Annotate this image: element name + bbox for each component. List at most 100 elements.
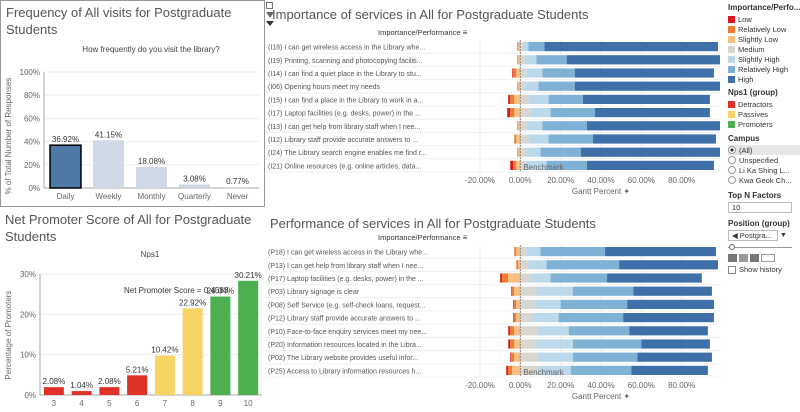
gantt-segment[interactable] (520, 160, 527, 170)
gantt-segment[interactable] (542, 68, 575, 78)
gantt-segment[interactable] (520, 260, 529, 270)
gantt-segment[interactable] (580, 147, 720, 157)
gantt-segment[interactable] (538, 352, 573, 362)
gantt-segment[interactable] (568, 326, 630, 336)
gantt-segment[interactable] (586, 121, 720, 131)
gantt-segment[interactable] (594, 108, 710, 118)
gantt-segment[interactable] (572, 352, 638, 362)
gantt-segment[interactable] (546, 260, 620, 270)
nps-legend-item[interactable]: Passives (728, 109, 800, 119)
bar[interactable] (127, 375, 148, 395)
play-forward-icon[interactable] (750, 254, 759, 262)
gantt-segment[interactable] (516, 68, 521, 78)
bar[interactable] (93, 140, 124, 188)
gantt-segment[interactable] (538, 365, 571, 375)
gantt-segment[interactable] (520, 326, 539, 336)
gantt-segment[interactable] (540, 147, 581, 157)
gantt-segment[interactable] (546, 160, 587, 170)
gantt-segment[interactable] (508, 339, 511, 349)
gantt-segment[interactable] (520, 81, 525, 91)
importance-legend-item[interactable]: Slightly High (728, 54, 800, 64)
gantt-segment[interactable] (520, 68, 527, 78)
gantt-segment[interactable] (607, 273, 702, 283)
nps-legend-item[interactable]: Detractors (728, 99, 800, 109)
gantt-segment[interactable] (508, 94, 511, 104)
bar[interactable] (154, 355, 175, 395)
gantt-segment[interactable] (548, 134, 593, 144)
bar[interactable] (210, 296, 231, 395)
gantt-segment[interactable] (586, 160, 714, 170)
gantt-segment[interactable] (526, 121, 543, 131)
gantt-segment[interactable] (619, 260, 718, 270)
bar[interactable] (43, 387, 64, 395)
gantt-segment[interactable] (511, 352, 515, 362)
gantt-segment[interactable] (514, 94, 521, 104)
gantt-segment[interactable] (524, 55, 537, 65)
gantt-segment[interactable] (520, 299, 535, 309)
gantt-segment[interactable] (605, 247, 716, 257)
gantt-segment[interactable] (507, 108, 511, 118)
gantt-segment[interactable] (512, 68, 514, 78)
gantt-segment[interactable] (514, 339, 521, 349)
gantt-segment[interactable] (517, 147, 519, 157)
importance-legend-item[interactable]: Relatively Low (728, 24, 800, 34)
gantt-segment[interactable] (508, 273, 521, 283)
gantt-segment[interactable] (512, 365, 521, 375)
gantt-segment[interactable] (518, 147, 521, 157)
gantt-segment[interactable] (514, 286, 521, 296)
gantt-segment[interactable] (513, 299, 515, 309)
gantt-segment[interactable] (516, 247, 521, 257)
gantt-segment[interactable] (526, 160, 547, 170)
gantt-segment[interactable] (520, 365, 539, 375)
play-back-icon[interactable] (728, 254, 737, 262)
gantt-segment[interactable] (627, 299, 714, 309)
gantt-segment[interactable] (516, 160, 521, 170)
gantt-segment[interactable] (511, 286, 513, 296)
position-slider[interactable] (728, 244, 792, 252)
gantt-segment[interactable] (544, 42, 718, 52)
show-history-checkbox[interactable] (728, 265, 736, 274)
gantt-segment[interactable] (520, 247, 527, 257)
gantt-segment[interactable] (514, 108, 521, 118)
gantt-segment[interactable] (528, 94, 549, 104)
campus-option[interactable]: Kwa Geok Ch... (728, 175, 800, 185)
position-select[interactable]: ◀ Postgra... (728, 230, 778, 241)
gantt-segment[interactable] (540, 247, 606, 257)
bar[interactable] (182, 308, 203, 395)
gantt-segment[interactable] (514, 352, 521, 362)
gantt-segment[interactable] (516, 260, 519, 270)
gantt-segment[interactable] (520, 108, 531, 118)
gantt-segment[interactable] (550, 108, 595, 118)
gantt-segment[interactable] (516, 313, 521, 323)
gantt-segment[interactable] (517, 42, 519, 52)
sort-icon[interactable]: ≡ (462, 28, 468, 37)
gantt-segment[interactable] (502, 273, 509, 283)
gantt-segment[interactable] (520, 339, 537, 349)
gantt-segment[interactable] (510, 326, 515, 336)
gantt-segment[interactable] (572, 339, 642, 349)
gantt-segment[interactable] (522, 42, 529, 52)
gantt-segment[interactable] (518, 55, 521, 65)
gantt-segment[interactable] (633, 286, 712, 296)
popout-icon[interactable] (266, 2, 273, 9)
gantt-segment[interactable] (530, 273, 551, 283)
gantt-segment[interactable] (510, 108, 515, 118)
gantt-segment[interactable] (592, 134, 716, 144)
gantt-segment[interactable] (510, 352, 512, 362)
sort-icon[interactable]: ≡ (462, 233, 468, 242)
gantt-segment[interactable] (532, 313, 559, 323)
bar[interactable] (179, 184, 210, 188)
gantt-segment[interactable] (538, 81, 575, 91)
gantt-segment[interactable] (526, 147, 541, 157)
gantt-segment[interactable] (637, 352, 712, 362)
gantt-segment[interactable] (518, 121, 521, 131)
bar[interactable] (136, 167, 167, 188)
bar[interactable] (71, 391, 92, 395)
gantt-segment[interactable] (528, 260, 547, 270)
gantt-segment[interactable] (574, 81, 720, 91)
importance-legend-item[interactable]: Relatively High (728, 64, 800, 74)
gantt-segment[interactable] (510, 339, 515, 349)
gantt-segment[interactable] (517, 81, 519, 91)
gantt-segment[interactable] (623, 313, 714, 323)
gantt-segment[interactable] (520, 55, 525, 65)
